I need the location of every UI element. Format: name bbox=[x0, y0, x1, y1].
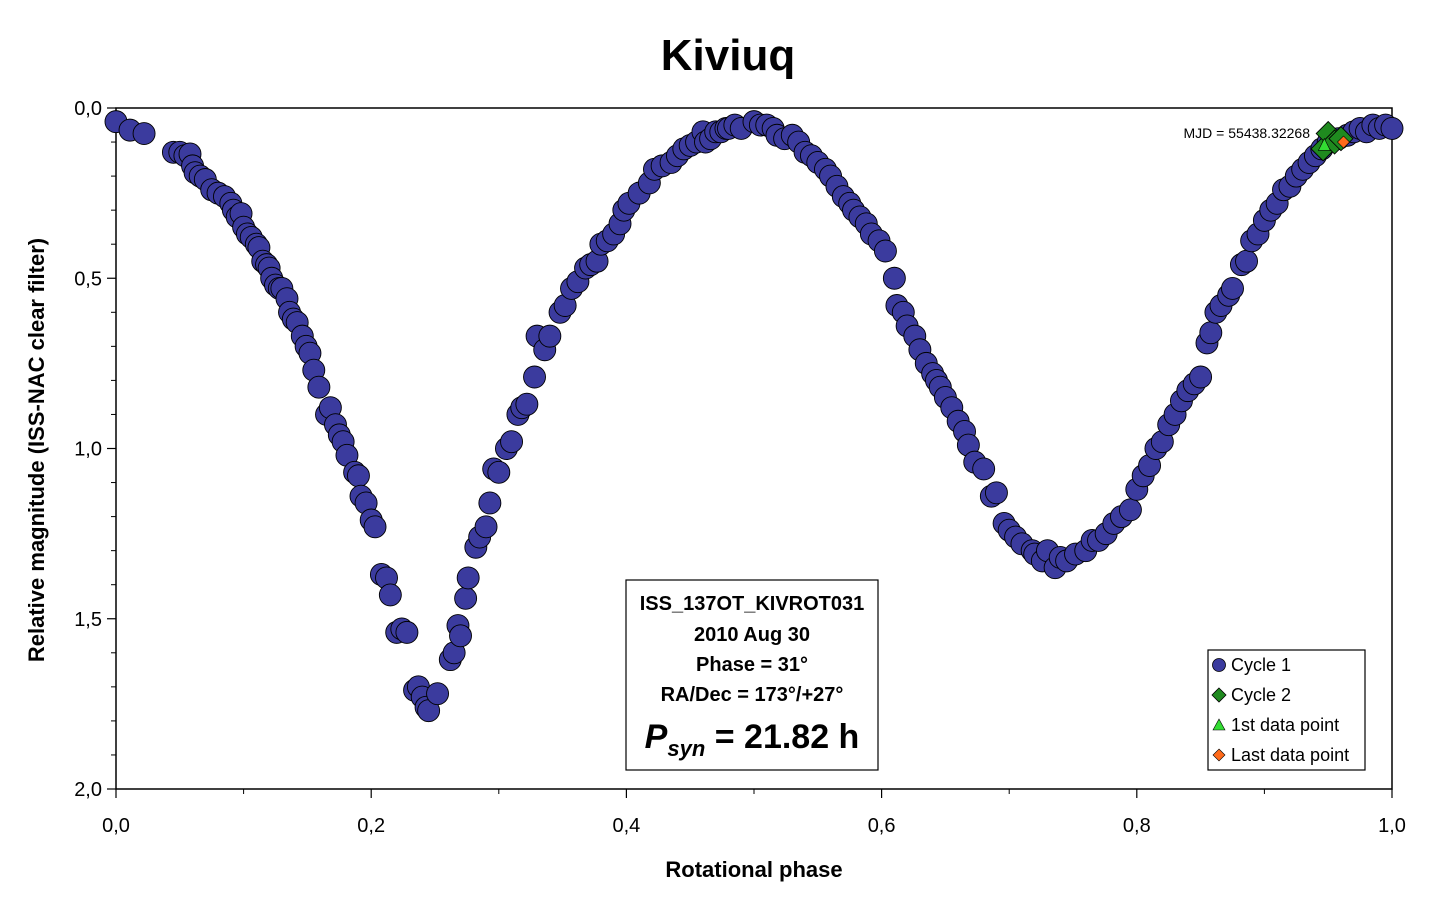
data-point-cycle-1 bbox=[882, 266, 906, 290]
data-point-cycle-1 bbox=[487, 460, 511, 484]
x-tick-label: 0,0 bbox=[102, 815, 130, 837]
info-period: Psyn = 21.82 h bbox=[645, 718, 860, 761]
data-point-cycle-1 bbox=[873, 239, 897, 263]
data-point-cycle-1 bbox=[1189, 365, 1213, 389]
data-point-cycle-1 bbox=[449, 624, 472, 648]
data-point-cycle-1 bbox=[1199, 321, 1223, 345]
first-data-point bbox=[1317, 137, 1331, 151]
y-tick-label: 0,0 bbox=[74, 98, 102, 120]
data-point-cycle-1 bbox=[395, 620, 419, 644]
x-tick-label: 0,6 bbox=[868, 815, 896, 837]
data-point-cycle-1 bbox=[478, 491, 502, 515]
data-point-cycle-1 bbox=[984, 481, 1008, 505]
data-point-cycle-1 bbox=[1235, 249, 1258, 273]
series-first-point bbox=[1317, 137, 1331, 151]
y-axis-label: Relative magnitude (ISS-NAC clear filter… bbox=[24, 238, 49, 662]
data-point-cycle-1 bbox=[426, 682, 450, 706]
x-tick-label: 0,4 bbox=[612, 815, 640, 837]
legend-label-first-point: 1st data point bbox=[1231, 715, 1339, 735]
chart-title: Kiviuq bbox=[661, 31, 795, 80]
data-point-cycle-1 bbox=[132, 122, 156, 145]
period-symbol: P bbox=[645, 718, 668, 756]
legend-label-cycle-1: Cycle 1 bbox=[1231, 655, 1291, 675]
mjd-annotation: MJD = 55438.32268 bbox=[1184, 125, 1311, 141]
data-point-cycle-1 bbox=[1380, 116, 1404, 140]
x-axis-label: Rotational phase bbox=[665, 857, 842, 882]
legend-label-cycle-2: Cycle 2 bbox=[1231, 685, 1291, 705]
data-point-cycle-1 bbox=[500, 430, 524, 454]
info-date: 2010 Aug 30 bbox=[694, 624, 810, 646]
data-point-cycle-1 bbox=[363, 515, 387, 539]
data-point-cycle-1 bbox=[1221, 277, 1244, 300]
x-tick-label: 1,0 bbox=[1378, 815, 1406, 837]
period-subscript: syn bbox=[667, 736, 705, 761]
info-phase: Phase = 31° bbox=[696, 654, 808, 676]
data-point-cycle-1 bbox=[378, 583, 402, 607]
legend: Cycle 1 Cycle 2 1st data point Last data… bbox=[1207, 649, 1366, 771]
series-last-point bbox=[1337, 135, 1350, 149]
data-point-cycle-1 bbox=[456, 566, 480, 590]
series-cycle-1 bbox=[104, 110, 1404, 723]
info-radec: RA/Dec = 173°/+27° bbox=[661, 684, 844, 706]
x-ticks: 0,0 0,2 0,4 0,6 0,8 1,0 bbox=[102, 789, 1406, 837]
y-tick-label: 2,0 bbox=[74, 779, 102, 801]
y-tick-label: 0,5 bbox=[74, 268, 102, 290]
data-point-cycle-1 bbox=[307, 375, 331, 399]
y-ticks: 0,0 0,5 1,0 1,5 2,0 bbox=[74, 98, 116, 801]
data-point-cycle-1 bbox=[538, 324, 562, 348]
period-value: = 21.82 h bbox=[705, 718, 859, 756]
data-point-cycle-1 bbox=[523, 365, 546, 389]
last-data-point bbox=[1337, 135, 1350, 149]
data-point-cycle-1 bbox=[474, 515, 498, 539]
data-point-cycle-1 bbox=[515, 392, 539, 416]
data-point-cycle-1 bbox=[1118, 498, 1142, 522]
data-point-cycle-1 bbox=[454, 586, 478, 610]
legend-marker-cycle-1 bbox=[1212, 658, 1226, 672]
y-tick-label: 1,0 bbox=[74, 439, 102, 461]
data-point-cycle-1 bbox=[972, 457, 996, 481]
info-box: ISS_137OT_KIVROT031 2010 Aug 30 Phase = … bbox=[625, 579, 879, 771]
info-observation-id: ISS_137OT_KIVROT031 bbox=[640, 593, 865, 615]
legend-marker-first-point bbox=[1212, 718, 1226, 731]
plot-area bbox=[115, 107, 1393, 790]
legend-marker-last-point bbox=[1212, 748, 1226, 762]
legend-marker-cycle-2 bbox=[1211, 687, 1227, 703]
x-tick-label: 0,2 bbox=[357, 815, 385, 837]
data-point-cycle-1 bbox=[346, 464, 370, 488]
legend-label-last-point: Last data point bbox=[1231, 745, 1349, 765]
x-tick-label: 0,8 bbox=[1123, 815, 1151, 837]
y-tick-label: 1,5 bbox=[74, 609, 102, 631]
